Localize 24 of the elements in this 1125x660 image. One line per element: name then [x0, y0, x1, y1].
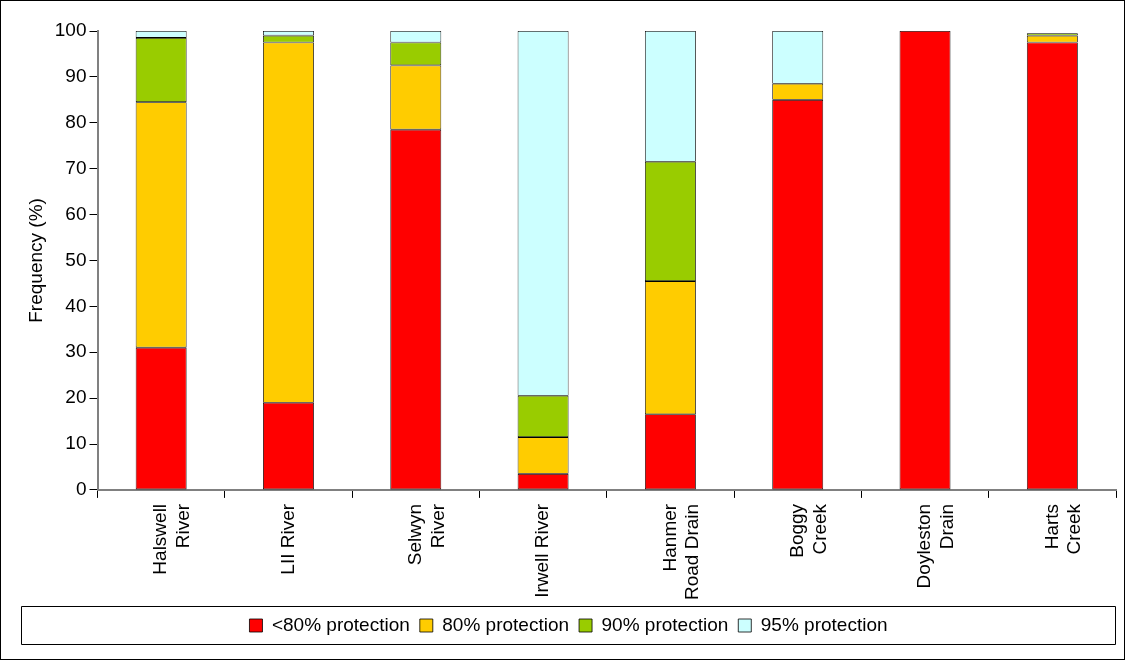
y-tick-label: 70: [65, 156, 87, 178]
y-tick-label: 50: [65, 248, 87, 270]
x-tick-label: Irwell River: [531, 503, 553, 598]
y-tick-label: 90: [65, 65, 87, 87]
x-tick-label: Doyleston Drain: [913, 503, 958, 589]
y-tick-label: 30: [65, 340, 87, 362]
x-tick-label: Hanmer Road Drain: [658, 503, 703, 601]
legend-label: 90% protection: [601, 613, 729, 635]
y-tick-label: 40: [65, 294, 87, 316]
y-tick-label: 0: [75, 478, 87, 500]
x-tick-label: Boggy Creek: [785, 503, 830, 558]
legend-label: 80% protection: [442, 613, 570, 635]
y-tick-label: 20: [65, 386, 87, 408]
legend-label: 95% protection: [760, 613, 888, 635]
x-tick-label: LII River: [276, 503, 298, 575]
y-tick-label: 10: [65, 432, 87, 454]
y-tick-label: 80: [65, 111, 87, 133]
y-tick-label: 100: [54, 19, 87, 41]
legend-label: <80% protection: [271, 613, 410, 635]
y-tick-label: 60: [65, 202, 87, 224]
x-tick-label: Harts Creek: [1040, 503, 1085, 555]
x-tick-label: Selwyn River: [404, 503, 448, 566]
y-axis-title: Frequency (%): [24, 198, 46, 323]
x-tick-label: Halswell River: [149, 503, 194, 575]
